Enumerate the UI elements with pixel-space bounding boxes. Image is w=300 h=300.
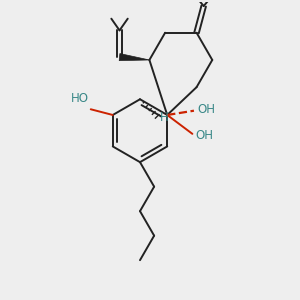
Text: H: H: [160, 111, 169, 124]
Text: OH: OH: [197, 103, 215, 116]
Text: HO: HO: [71, 92, 89, 105]
Polygon shape: [119, 53, 149, 61]
Text: OH: OH: [195, 129, 213, 142]
